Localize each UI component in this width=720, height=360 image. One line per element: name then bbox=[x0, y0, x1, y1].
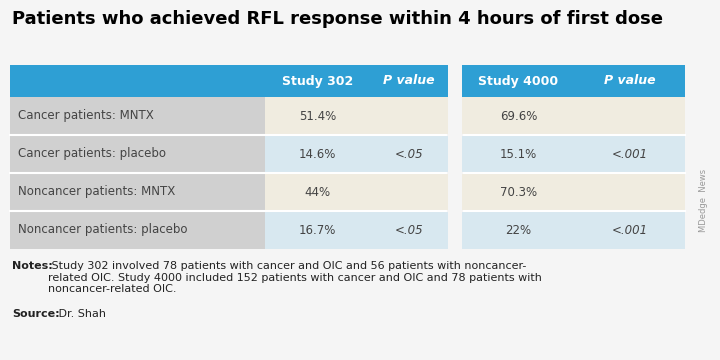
Text: MDedge  News: MDedge News bbox=[699, 168, 708, 231]
Text: P value: P value bbox=[604, 75, 656, 87]
Text: 70.3%: 70.3% bbox=[500, 185, 537, 198]
Text: Source:: Source: bbox=[12, 309, 60, 319]
Bar bbox=[462, 135, 575, 173]
Text: Patients who achieved RFL response within 4 hours of first dose: Patients who achieved RFL response withi… bbox=[12, 10, 663, 28]
Bar bbox=[462, 65, 575, 97]
Bar bbox=[448, 65, 462, 97]
Text: <.001: <.001 bbox=[612, 224, 648, 237]
Bar bbox=[10, 211, 265, 249]
Bar bbox=[575, 211, 685, 249]
Text: Study 302: Study 302 bbox=[282, 75, 353, 87]
Text: Dr. Shah: Dr. Shah bbox=[55, 309, 106, 319]
Bar bbox=[448, 97, 462, 135]
Bar bbox=[575, 173, 685, 211]
Bar bbox=[448, 211, 462, 249]
Bar bbox=[575, 135, 685, 173]
Bar bbox=[575, 65, 685, 97]
Bar bbox=[370, 65, 448, 97]
Bar bbox=[370, 97, 448, 135]
Text: 69.6%: 69.6% bbox=[500, 109, 537, 122]
Text: <.001: <.001 bbox=[612, 148, 648, 161]
Bar bbox=[370, 135, 448, 173]
Bar bbox=[448, 135, 462, 173]
Bar bbox=[10, 135, 265, 173]
Bar bbox=[10, 173, 265, 211]
Bar bbox=[265, 211, 370, 249]
Text: Noncancer patients: placebo: Noncancer patients: placebo bbox=[18, 224, 187, 237]
Text: Study 302 involved 78 patients with cancer and OIC and 56 patients with noncance: Study 302 involved 78 patients with canc… bbox=[48, 261, 542, 294]
Bar bbox=[265, 97, 370, 135]
Text: Cancer patients: MNTX: Cancer patients: MNTX bbox=[18, 109, 154, 122]
Text: 16.7%: 16.7% bbox=[299, 224, 336, 237]
Text: 14.6%: 14.6% bbox=[299, 148, 336, 161]
Bar bbox=[462, 211, 575, 249]
Bar bbox=[10, 65, 265, 97]
Text: <.05: <.05 bbox=[395, 148, 423, 161]
Bar bbox=[575, 97, 685, 135]
Bar bbox=[10, 97, 265, 135]
Bar bbox=[265, 65, 370, 97]
Bar bbox=[265, 135, 370, 173]
Text: 44%: 44% bbox=[305, 185, 330, 198]
Bar bbox=[462, 173, 575, 211]
Text: Noncancer patients: MNTX: Noncancer patients: MNTX bbox=[18, 185, 175, 198]
Bar bbox=[462, 97, 575, 135]
Text: Notes:: Notes: bbox=[12, 261, 53, 271]
Text: P value: P value bbox=[383, 75, 435, 87]
Text: 15.1%: 15.1% bbox=[500, 148, 537, 161]
Bar bbox=[370, 173, 448, 211]
Text: 51.4%: 51.4% bbox=[299, 109, 336, 122]
Bar bbox=[448, 173, 462, 211]
Text: Study 4000: Study 4000 bbox=[478, 75, 559, 87]
Text: Cancer patients: placebo: Cancer patients: placebo bbox=[18, 148, 166, 161]
Text: 22%: 22% bbox=[505, 224, 531, 237]
Bar bbox=[370, 211, 448, 249]
Bar bbox=[265, 173, 370, 211]
Text: <.05: <.05 bbox=[395, 224, 423, 237]
